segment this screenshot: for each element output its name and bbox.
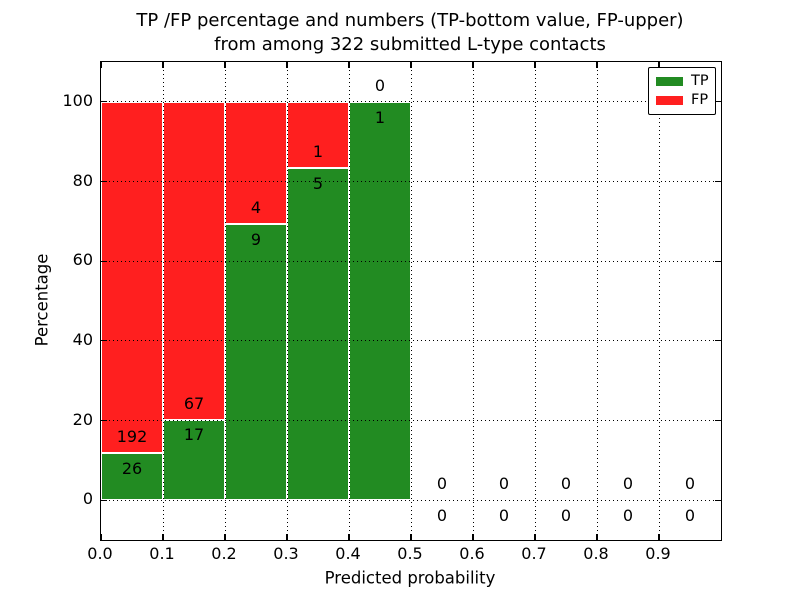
tick-x-top-0.1 bbox=[162, 62, 164, 68]
tick-y-right-80 bbox=[715, 180, 721, 183]
y-tick-label-20: 20 bbox=[72, 409, 93, 429]
tick-x-bottom-0.3 bbox=[286, 534, 288, 540]
tick-x-top-0.5 bbox=[410, 62, 412, 68]
tick-x-top-0.6 bbox=[472, 62, 474, 68]
tick-y-right-100 bbox=[715, 101, 721, 103]
tick-x-top-0.2 bbox=[224, 62, 226, 68]
x-tick-label-0.4: 0.4 bbox=[335, 544, 361, 563]
tick-y-left-20 bbox=[101, 419, 107, 422]
tick-x-top-0.3 bbox=[286, 62, 288, 68]
x-tick-label-0.3: 0.3 bbox=[273, 544, 299, 563]
legend-label-fp: FP bbox=[691, 92, 709, 108]
bar-count-fp-0.1-0.2: 67 bbox=[183, 393, 205, 413]
tick-x-bottom-0.1 bbox=[162, 534, 164, 540]
tick-x-bottom-0.4 bbox=[348, 534, 350, 540]
tick-x-bottom-0 bbox=[100, 534, 102, 540]
plot-area: 192 26 67 17 4 9 1 5 0 1 0 0 0 0 0 0 0 0 0 0 TP FP bbox=[100, 61, 722, 541]
y-tick-label-100: 100 bbox=[62, 90, 93, 110]
x-tick-label-0.1: 0.1 bbox=[149, 544, 175, 563]
tick-x-top-0.9 bbox=[658, 62, 660, 68]
tick-x-top-0.7 bbox=[534, 62, 536, 68]
x-tick-label-0.6: 0.6 bbox=[459, 544, 485, 563]
bar-count-tp-0.3-0.4: 5 bbox=[312, 174, 324, 194]
bar-count-fp-0.5-0.6: 0 bbox=[436, 474, 448, 494]
bar-count-tp-0.9-1.0: 0 bbox=[684, 506, 696, 526]
bar-count-fp-0.7-0.8: 0 bbox=[560, 474, 572, 494]
gridline-x-0.8 bbox=[596, 62, 598, 540]
x-tick-label-0.2: 0.2 bbox=[211, 544, 237, 563]
legend: TP FP bbox=[648, 67, 716, 115]
legend-swatch-fp bbox=[656, 96, 683, 105]
bar-segment-tp-0.3-0.4 bbox=[287, 168, 349, 501]
gridline-x-0.3 bbox=[286, 62, 288, 540]
bar-count-fp-0.3-0.4: 1 bbox=[312, 142, 324, 162]
gridline-x-0.5 bbox=[410, 62, 412, 540]
bar-count-fp-0.2-0.3: 4 bbox=[250, 198, 262, 218]
tick-y-right-60 bbox=[715, 260, 721, 262]
bar-segment-tp-0.4-0.5 bbox=[349, 101, 411, 501]
bar-count-tp-0.5-0.6: 0 bbox=[436, 506, 448, 526]
legend-entry-fp: FP bbox=[656, 93, 715, 108]
tick-x-bottom-0.2 bbox=[224, 534, 226, 540]
chart-title-line2: from among 322 submitted L-type contacts bbox=[214, 34, 606, 55]
tick-y-left-0 bbox=[101, 499, 107, 501]
bar-segment-fp-0.0-0.1 bbox=[101, 101, 163, 453]
tick-y-left-100 bbox=[101, 101, 107, 103]
bar-count-tp-0.8-0.9: 0 bbox=[622, 506, 634, 526]
y-tick-label-80: 80 bbox=[72, 170, 93, 190]
y-tick-label-0: 0 bbox=[82, 489, 93, 509]
gridline-x-0.7 bbox=[534, 62, 536, 540]
tick-x-top-0 bbox=[100, 62, 102, 68]
tick-y-left-60 bbox=[101, 260, 107, 262]
bar-count-fp-0.4-0.5: 0 bbox=[374, 75, 386, 95]
x-tick-label-0.0: 0.0 bbox=[87, 544, 113, 563]
y-tick-label-40: 40 bbox=[72, 329, 93, 349]
tick-y-left-40 bbox=[101, 340, 107, 342]
bar-count-tp-0.0-0.1: 26 bbox=[121, 458, 143, 478]
x-tick-label-0.7: 0.7 bbox=[521, 544, 547, 563]
y-tick-label-60: 60 bbox=[72, 250, 93, 270]
gridline-x-0.1 bbox=[162, 62, 164, 540]
tick-x-bottom-0.8 bbox=[596, 534, 598, 540]
bar-segment-fp-0.3-0.4 bbox=[287, 101, 349, 169]
y-axis-label: Percentage bbox=[32, 253, 52, 347]
legend-swatch-tp bbox=[656, 77, 683, 86]
gridline-x-0.6 bbox=[472, 62, 474, 540]
bar-count-fp-0.8-0.9: 0 bbox=[622, 474, 634, 494]
bar-count-tp-0.7-0.8: 0 bbox=[560, 506, 572, 526]
chart-title: TP /FP percentage and numbers (TP-bottom… bbox=[136, 9, 683, 57]
tick-y-left-80 bbox=[101, 180, 107, 183]
bar-segment-tp-0.0-0.1 bbox=[101, 452, 163, 501]
legend-entry-tp: TP bbox=[656, 74, 715, 89]
tick-x-bottom-0.6 bbox=[472, 534, 474, 540]
x-tick-label-0.8: 0.8 bbox=[583, 544, 609, 563]
tick-x-top-0.8 bbox=[596, 62, 598, 68]
bar-count-fp-0.9-1.0: 0 bbox=[684, 474, 696, 494]
tick-x-bottom-0.7 bbox=[534, 534, 536, 540]
x-tick-label-0.5: 0.5 bbox=[397, 544, 423, 563]
bar-count-tp-0.2-0.3: 9 bbox=[250, 230, 262, 250]
gridline-x-0.9 bbox=[658, 62, 660, 540]
tick-y-right-20 bbox=[715, 419, 721, 422]
legend-label-tp: TP bbox=[691, 73, 709, 89]
bar-count-fp-0.6-0.7: 0 bbox=[498, 474, 510, 494]
chart-title-line1: TP /FP percentage and numbers (TP-bottom… bbox=[136, 10, 684, 31]
tick-x-top-0.4 bbox=[348, 62, 350, 68]
x-tick-label-0.9: 0.9 bbox=[645, 544, 671, 563]
bar-count-tp-0.1-0.2: 17 bbox=[183, 425, 205, 445]
bar-count-fp-0.0-0.1: 192 bbox=[116, 426, 148, 446]
tick-x-bottom-0.5 bbox=[410, 534, 412, 540]
tick-y-right-40 bbox=[715, 340, 721, 342]
bar-count-tp-0.4-0.5: 1 bbox=[374, 107, 386, 127]
x-axis-label: Predicted probability bbox=[324, 568, 496, 588]
tick-y-right-0 bbox=[715, 499, 721, 501]
tick-x-bottom-0.9 bbox=[658, 534, 660, 540]
bar-count-tp-0.6-0.7: 0 bbox=[498, 506, 510, 526]
gridline-x-0.2 bbox=[224, 62, 226, 540]
gridline-x-0.4 bbox=[348, 62, 350, 540]
bar-segment-tp-0.2-0.3 bbox=[225, 224, 287, 501]
